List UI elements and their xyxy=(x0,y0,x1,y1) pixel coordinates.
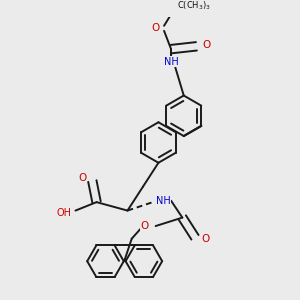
Text: NH: NH xyxy=(156,196,171,206)
Text: O: O xyxy=(202,234,210,244)
Text: O: O xyxy=(152,23,160,33)
Text: C(CH$_3$)$_3$: C(CH$_3$)$_3$ xyxy=(177,0,211,12)
Text: OH: OH xyxy=(57,208,72,218)
Text: NH: NH xyxy=(164,57,178,67)
Text: O: O xyxy=(202,40,210,50)
Text: O: O xyxy=(141,221,149,231)
Text: O: O xyxy=(78,173,87,183)
